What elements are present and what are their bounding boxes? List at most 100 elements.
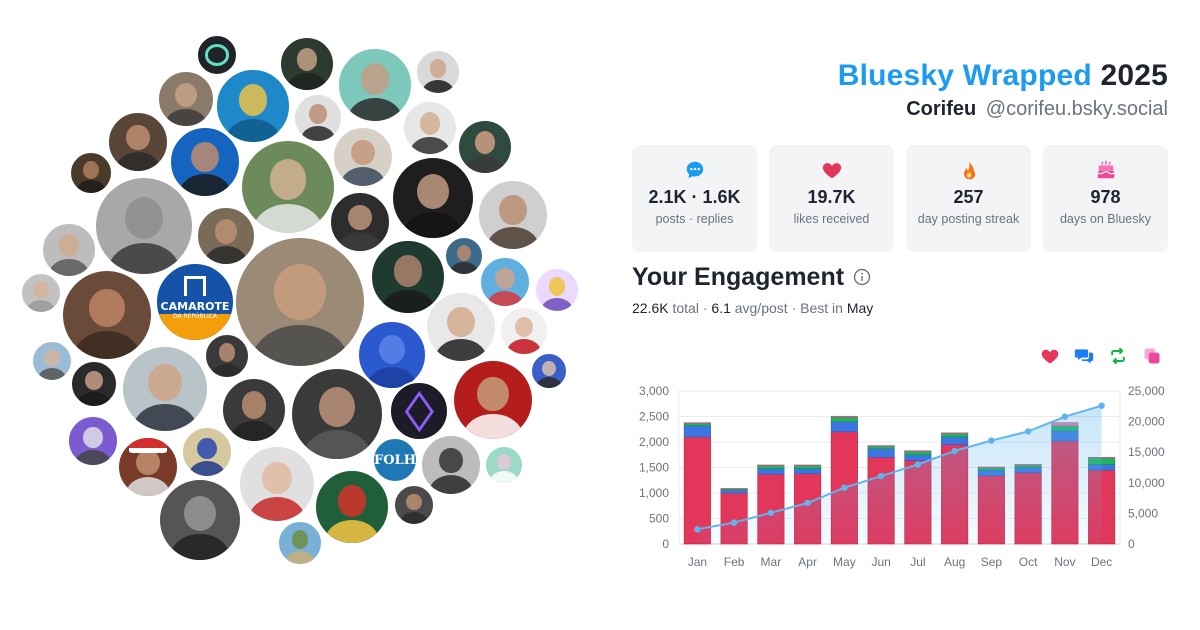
cake-icon	[1096, 160, 1115, 179]
y-left-tick-label: 0	[662, 537, 669, 551]
cumulative-line-path	[697, 404, 1102, 531]
avatar	[240, 139, 336, 235]
y-right-tick-label: 15,000	[1128, 445, 1165, 459]
avatar	[314, 469, 390, 545]
y-left-tick-label: 2,500	[639, 410, 669, 424]
best-month: May	[846, 300, 874, 316]
avatar	[484, 445, 524, 485]
avatar	[107, 111, 169, 173]
avatar	[117, 436, 179, 498]
quote-icon[interactable]	[1142, 346, 1162, 366]
bar-segment	[867, 448, 895, 458]
avatar	[67, 415, 119, 467]
avatar	[20, 272, 62, 314]
total-label: total	[672, 300, 699, 316]
info-icon[interactable]	[853, 268, 871, 286]
avatar	[337, 47, 413, 123]
x-tick-label: Jul	[910, 555, 925, 569]
title-brand: Bluesky Wrapped	[837, 59, 1092, 92]
avatar	[196, 206, 256, 266]
cumulative-point	[988, 437, 995, 444]
bar-segment	[904, 450, 932, 452]
avatar	[94, 176, 194, 276]
stat-label: posts · replies	[655, 212, 734, 226]
bar-segment	[830, 421, 858, 433]
avatar	[158, 478, 242, 562]
avatar	[279, 36, 335, 92]
cumulative-point	[1061, 413, 1069, 420]
engagement-chart: 0 500 1,000 1,500 2,000 2,500 3,000 0 5,000 10,00…	[639, 384, 1165, 569]
y-right-tick-label: 25,000	[1128, 384, 1165, 398]
cumulative-area	[697, 405, 1102, 544]
display-name: Corifeu	[906, 98, 977, 120]
x-tick-label: Aug	[944, 555, 965, 569]
avatar	[444, 236, 484, 276]
heart-icon	[822, 163, 841, 179]
x-tick-label: Sep	[981, 555, 1003, 569]
cumulative-point	[1024, 428, 1032, 435]
stat-value: 2.1K · 1.6K	[648, 187, 741, 207]
bar-segment	[867, 445, 895, 449]
repost-icon[interactable]	[1108, 346, 1128, 366]
avatar	[69, 151, 113, 195]
y-left-tick-label: 1,000	[639, 486, 669, 500]
page-title: Bluesky Wrapped 2025	[838, 58, 1168, 94]
avatar	[61, 269, 153, 361]
avatar	[534, 267, 580, 313]
avatar	[196, 34, 238, 76]
bar-segment	[941, 432, 969, 434]
bar-segment	[794, 465, 822, 469]
avatar	[477, 179, 549, 251]
x-tick-label: Apr	[798, 555, 817, 569]
avatar	[389, 381, 449, 441]
cumulative-point	[767, 509, 775, 516]
engagement-summary: 22.6K total · 6.1 avg/post · Best in May	[632, 300, 874, 316]
stat-label: days on Bluesky	[1059, 212, 1152, 226]
chart-legend	[1036, 346, 1166, 368]
avatar	[41, 222, 97, 278]
stats-row: 2.1K · 1.6K posts · replies 19.7K likes …	[632, 145, 1168, 252]
stat-value: 978	[1090, 187, 1121, 207]
bar-segment	[830, 416, 858, 422]
stat-card-likes: 19.7K likes received	[769, 145, 894, 252]
best-label: Best in	[800, 300, 843, 316]
avatar	[530, 352, 568, 390]
heart-icon[interactable]	[1040, 346, 1060, 366]
x-tick-label: Nov	[1054, 555, 1075, 569]
avatar	[415, 49, 461, 95]
avatar	[277, 520, 323, 566]
avatar	[329, 191, 391, 253]
stat-card-days: 978 days on Bluesky	[1043, 145, 1168, 252]
avatar	[293, 93, 343, 143]
bar-segment	[904, 450, 932, 456]
x-tick-label: May	[833, 555, 856, 569]
folha-badge-text: FOLHA	[374, 453, 416, 469]
cumulative-point	[841, 484, 848, 491]
stat-label: likes received	[793, 212, 870, 226]
cumulative-point	[694, 526, 701, 533]
stat-label: day posting streak	[917, 212, 1020, 226]
avatar	[157, 70, 215, 128]
y-left-tick-label: 500	[649, 512, 669, 526]
bar-segment	[904, 454, 932, 461]
bar-segment	[830, 415, 858, 418]
avatar	[121, 345, 209, 433]
camarote-badge-subtext: DA REPÚBLICA	[172, 312, 218, 320]
avatar	[393, 484, 435, 526]
bar-segment	[941, 436, 969, 445]
avatar	[370, 239, 446, 315]
title-year: 2025	[1100, 59, 1168, 92]
stat-value: 19.7K	[807, 187, 856, 207]
bar-segment	[757, 465, 785, 469]
user-handle: @corifeu.bsky.social	[985, 98, 1168, 120]
avatar	[479, 256, 531, 308]
cumulative-point	[730, 519, 738, 526]
avatar	[204, 333, 250, 379]
y-left-tick-label: 3,000	[639, 384, 669, 398]
reply-bubbles-icon[interactable]	[1074, 346, 1094, 366]
x-tick-label: Dec	[1091, 555, 1112, 569]
y-left-tick-label: 2,000	[639, 435, 669, 449]
avatar	[221, 377, 287, 443]
avg-value: 6.1	[711, 300, 731, 316]
stat-card-posts: 2.1K · 1.6K posts · replies	[632, 145, 757, 252]
